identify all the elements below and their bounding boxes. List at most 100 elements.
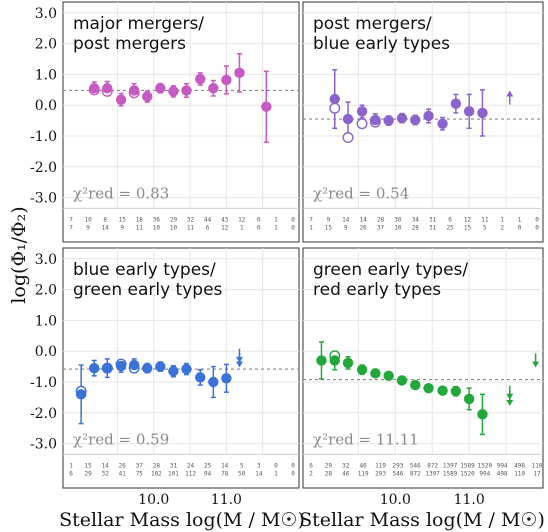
filled-point bbox=[208, 83, 219, 94]
panel-frame bbox=[302, 1, 544, 243]
count-top: 1520 bbox=[478, 462, 493, 469]
count-top: 119 bbox=[375, 462, 386, 469]
count-top: 46 bbox=[360, 462, 368, 469]
count-top: 31 bbox=[170, 462, 178, 469]
filled-point bbox=[168, 86, 179, 97]
y-tick-label: 1.0 bbox=[35, 313, 57, 329]
y-tick-label: -2.0 bbox=[30, 160, 57, 176]
count-bottom: 10 bbox=[394, 224, 402, 231]
count-top: 29 bbox=[170, 216, 178, 223]
count-bottom: 17 bbox=[533, 470, 541, 477]
count-bottom: 37 bbox=[377, 224, 385, 231]
count-bottom: 14 bbox=[255, 470, 263, 477]
panel-title-line: blue early types bbox=[313, 34, 450, 54]
count-bottom: 9 bbox=[344, 224, 348, 231]
count-bottom: 6 bbox=[69, 470, 73, 477]
count-bottom: 1589 bbox=[443, 470, 458, 477]
filled-point bbox=[477, 107, 488, 119]
limit-arrow-head bbox=[506, 399, 514, 406]
count-bottom: 1 bbox=[274, 224, 278, 231]
count-top: 7 bbox=[309, 216, 313, 223]
count-bottom: 102 bbox=[151, 470, 162, 477]
count-bottom: 1 bbox=[274, 470, 278, 477]
count-top: 43 bbox=[221, 216, 229, 223]
filled-point bbox=[356, 106, 368, 117]
count-bottom: 11 bbox=[187, 224, 195, 231]
count-bottom: 15 bbox=[464, 224, 472, 231]
filled-point bbox=[329, 355, 340, 366]
y-tick-label: 0.0 bbox=[35, 98, 57, 114]
count-top: 14 bbox=[342, 216, 350, 223]
count-bottom: 1 bbox=[309, 224, 313, 231]
filled-point bbox=[89, 362, 100, 374]
count-top: 0 bbox=[257, 216, 261, 223]
count-bottom: 12 bbox=[221, 224, 229, 231]
count-top: 110 bbox=[532, 462, 543, 469]
filled-point bbox=[410, 114, 421, 126]
count-top: 1397 bbox=[443, 462, 458, 469]
y-tick-label: 1.0 bbox=[35, 67, 57, 83]
filled-point bbox=[383, 370, 394, 382]
count-top: 1 bbox=[518, 216, 522, 223]
filled-point bbox=[423, 382, 434, 394]
count-top: 14 bbox=[102, 462, 110, 469]
count-bottom: 78 bbox=[221, 470, 229, 477]
count-bottom: 0 bbox=[291, 470, 295, 477]
count-top: 29 bbox=[325, 462, 333, 469]
y-tick-label: -3.0 bbox=[30, 437, 57, 453]
count-top: 14 bbox=[360, 216, 368, 223]
filled-point bbox=[437, 118, 448, 129]
count-top: 7 bbox=[69, 216, 73, 223]
count-bottom: 1 bbox=[240, 224, 244, 231]
count-top: 26 bbox=[119, 462, 127, 469]
count-bottom: 26 bbox=[360, 224, 368, 231]
open-point bbox=[342, 132, 354, 144]
limit-arrow-head bbox=[532, 361, 540, 368]
panel-title-line: red early types bbox=[313, 280, 441, 300]
count-top: 12 bbox=[464, 216, 472, 223]
count-bottom: 11 bbox=[136, 224, 144, 231]
filled-point bbox=[477, 409, 488, 420]
filled-point bbox=[370, 114, 381, 126]
count-bottom: 2 bbox=[500, 224, 504, 231]
filled-point bbox=[142, 362, 153, 374]
filled-point bbox=[234, 67, 245, 79]
count-top: 34 bbox=[412, 216, 420, 223]
panel-2: post mergers/blue early types χ²red = 0.5… bbox=[302, 1, 544, 243]
panel-frame bbox=[62, 1, 300, 243]
filled-point bbox=[181, 85, 192, 96]
count-top: 24 bbox=[187, 462, 195, 469]
filled-point bbox=[463, 393, 475, 405]
panel-title-line: green early types/ bbox=[313, 260, 468, 280]
filled-point bbox=[221, 74, 232, 86]
count-top: 25 bbox=[204, 462, 212, 469]
count-bottom: 14 bbox=[102, 224, 110, 231]
filled-point bbox=[89, 83, 100, 94]
filled-point bbox=[356, 364, 368, 375]
open-point bbox=[356, 118, 368, 130]
filled-point bbox=[396, 375, 408, 386]
count-bottom: 28 bbox=[325, 470, 333, 477]
y-tick-label: -1.0 bbox=[30, 129, 57, 145]
count-top: 30 bbox=[394, 216, 402, 223]
open-point bbox=[329, 102, 341, 114]
filled-point bbox=[450, 386, 462, 397]
count-bottom: 10 bbox=[170, 224, 178, 231]
count-top: 0 bbox=[535, 216, 539, 223]
count-bottom: 9 bbox=[86, 224, 90, 231]
count-bottom: 498 bbox=[497, 470, 508, 477]
filled-point bbox=[463, 106, 475, 117]
y-axis-label: log(Φ₁/Φ₂) bbox=[8, 206, 30, 303]
filled-point bbox=[370, 368, 381, 379]
count-top: 1 bbox=[500, 216, 504, 223]
count-bottom: 46 bbox=[342, 470, 350, 477]
filled-point bbox=[450, 98, 462, 109]
filled-point bbox=[342, 357, 354, 369]
filled-point bbox=[261, 101, 272, 112]
count-bottom: 546 bbox=[393, 470, 404, 477]
count-top: 15 bbox=[84, 462, 92, 469]
count-bottom: 1520 bbox=[460, 470, 475, 477]
chi2-label: χ²red = 11.11 bbox=[313, 430, 419, 448]
filled-point bbox=[102, 362, 113, 374]
